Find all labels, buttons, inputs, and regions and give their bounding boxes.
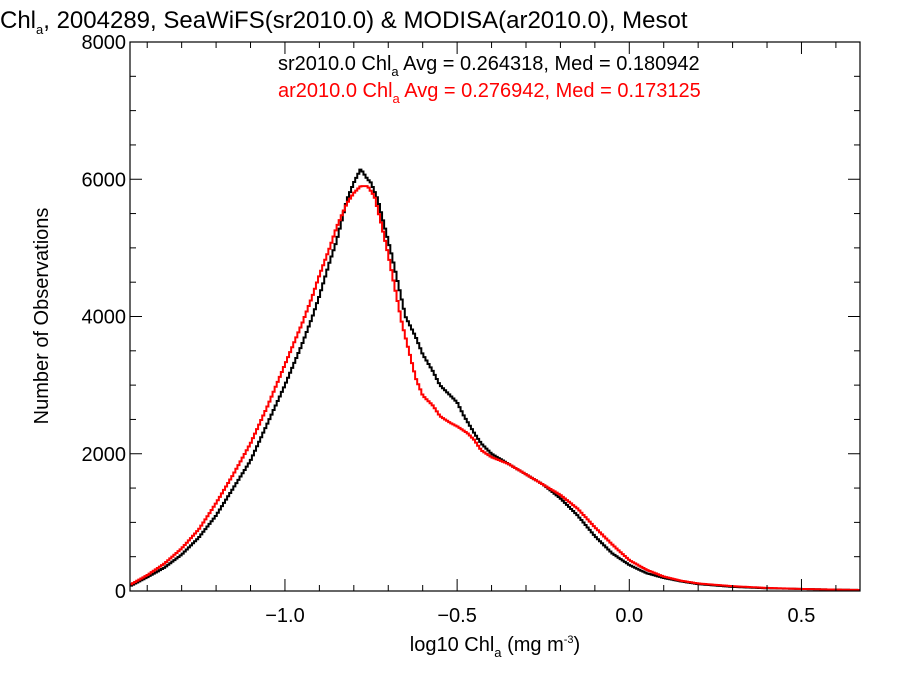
series-line-sr2010-0 xyxy=(130,168,861,591)
x-tick-label: −1.0 xyxy=(265,605,304,627)
x-tick-label: −0.5 xyxy=(437,605,476,627)
y-tick-label: 8000 xyxy=(82,32,127,54)
series-layer xyxy=(130,168,861,591)
plot-frame xyxy=(129,41,861,592)
series-line-ar2010-0 xyxy=(130,185,861,591)
y-tick-label: 2000 xyxy=(82,444,127,466)
y-tick-label: 6000 xyxy=(82,169,127,191)
y-tick-label: 0 xyxy=(115,581,126,603)
legend-entry-sr2010: sr2010.0 Chla Avg = 0.264318, Med = 0.18… xyxy=(278,53,700,79)
x-axis-label: log10 Chla (mg m-3) xyxy=(410,634,580,660)
chart-title: Chla, 2004289, SeaWiFS(sr2010.0) & MODIS… xyxy=(0,7,688,37)
ticks-layer: −1.0 −0.5 0.0 0.5 0 2000 4000 6000 8000 xyxy=(82,32,860,627)
x-tick-label: 0.5 xyxy=(788,605,816,627)
y-tick-label: 4000 xyxy=(82,307,127,329)
legend-entry-ar2010: ar2010.0 Chla Avg = 0.276942, Med = 0.17… xyxy=(278,80,701,106)
x-tick-label: 0.0 xyxy=(615,605,643,627)
y-axis-label: Number of Observations xyxy=(31,208,53,425)
